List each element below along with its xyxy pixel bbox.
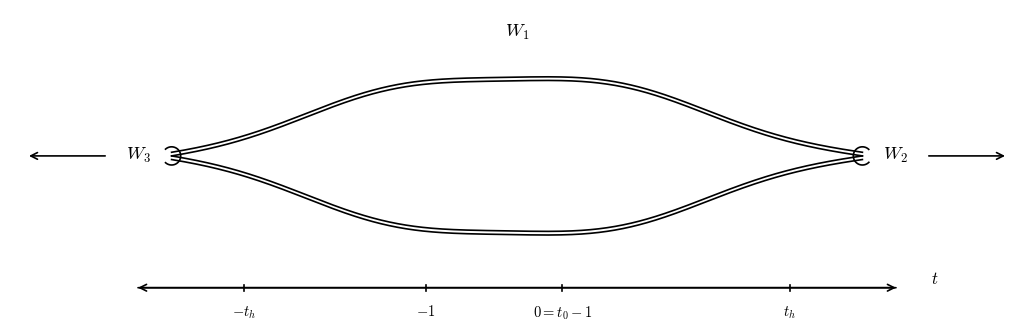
Text: $t_h$: $t_h$ — [783, 304, 796, 320]
Text: $W_2$: $W_2$ — [883, 147, 908, 165]
Text: $W_3$: $W_3$ — [126, 147, 151, 165]
Text: $-t_h$: $-t_h$ — [233, 304, 256, 320]
Text: $t$: $t$ — [931, 270, 938, 288]
Text: $-1$: $-1$ — [417, 304, 435, 319]
Text: $W_1$: $W_1$ — [505, 23, 529, 42]
Text: $0 = t_0 - 1$: $0 = t_0 - 1$ — [533, 304, 592, 321]
